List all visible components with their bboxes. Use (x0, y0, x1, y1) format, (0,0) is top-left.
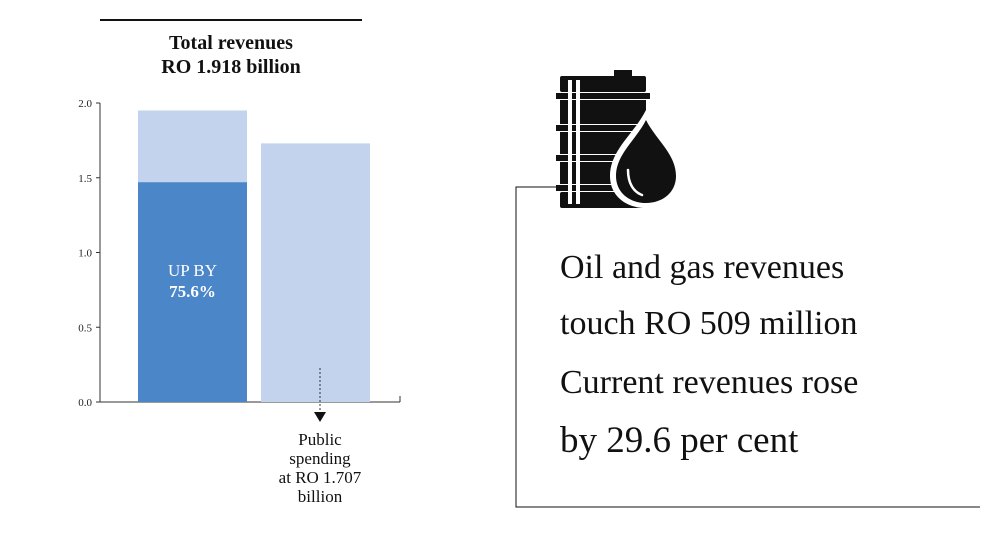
y-tick-label: 0.0 (78, 397, 92, 409)
annotation-line: at RO 1.707 (278, 468, 362, 487)
callout-line: by 29.6 per cent (560, 420, 799, 461)
annotation-text: Public spending at RO 1.707 billion (250, 430, 390, 506)
annotation-line: Public (298, 430, 342, 449)
bar-total (261, 143, 370, 403)
callout-line: touch RO 509 million (560, 305, 858, 342)
annotation-line: spending (289, 449, 351, 468)
callout-bracket (515, 186, 980, 508)
oil-barrel-icon (556, 70, 682, 208)
chart-labels: UP BY 75.6% (168, 261, 217, 301)
annotation-line: billion (297, 487, 343, 506)
y-tick-label: 2.0 (78, 98, 92, 110)
callout-line: Current revenues rose (560, 364, 859, 401)
y-tick-label: 1.0 (78, 248, 92, 260)
callout-line: Oil and gas revenues (560, 249, 845, 286)
annotation-arrow-head (314, 412, 326, 422)
bar-label-line2: 75.6% (169, 282, 216, 301)
bar-growth (138, 182, 247, 402)
y-tick-label: 1.5 (78, 173, 92, 185)
bar-label-line1: UP BY (168, 261, 217, 280)
chart-title-line1: Total revenues (169, 32, 293, 54)
title-rule (100, 19, 362, 21)
chart-bars (138, 110, 370, 403)
chart-title-line2: RO 1.918 billion (161, 56, 301, 78)
y-tick-label: 0.5 (78, 322, 92, 334)
